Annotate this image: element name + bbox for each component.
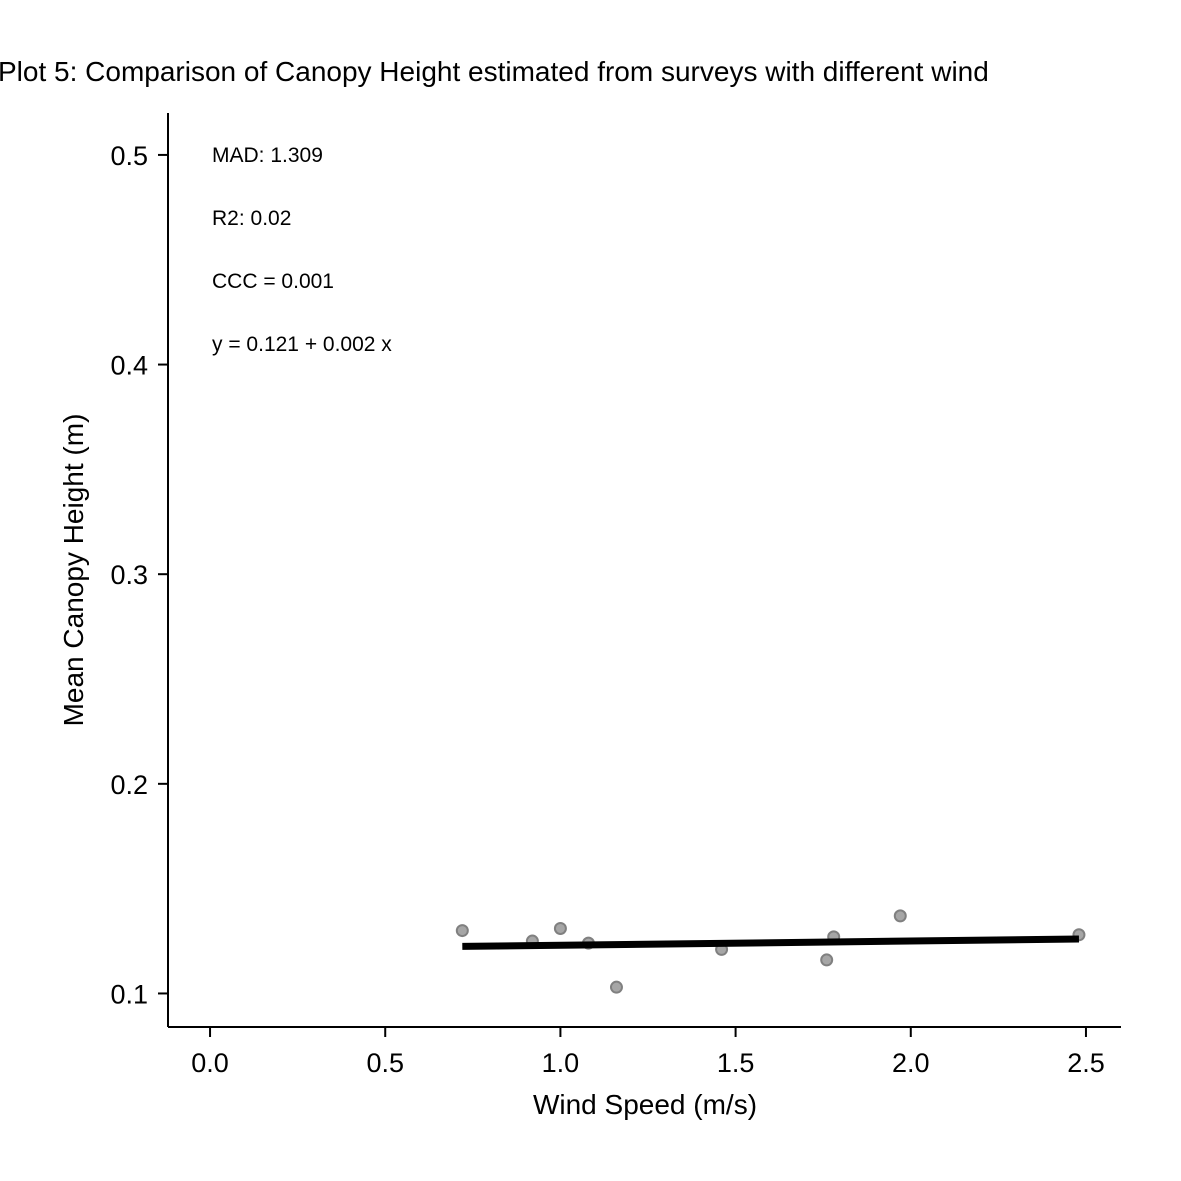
x-tick-label: 0.0 [191,1048,229,1078]
x-tick-label: 1.5 [717,1048,755,1078]
x-axis-title: Wind Speed (m/s) [533,1089,757,1120]
y-tick-label: 0.5 [110,141,148,171]
data-point [609,980,623,994]
data-point [820,953,834,967]
data-point [553,921,567,935]
x-ticks: 0.0 0.5 1.0 1.5 2.0 2.5 [191,1027,1105,1078]
y-tick-label: 0.4 [110,351,148,381]
y-axis-title: Mean Canopy Height (m) [58,414,89,727]
data-point [455,924,469,938]
y-tick-label: 0.2 [110,770,148,800]
stats-annotations: MAD: 1.309 R2: 0.02 CCC = 0.001 y = 0.12… [212,144,392,356]
fit-line [462,935,1079,950]
equation-annotation: y = 0.121 + 0.002 x [212,333,392,356]
x-tick-label: 1.0 [542,1048,580,1078]
r2-annotation: R2: 0.02 [212,207,291,230]
data-point [893,909,907,923]
mad-annotation: MAD: 1.309 [212,144,323,167]
regression-fit [462,935,1079,950]
chart-title: Plot 5: Comparison of Canopy Height esti… [0,56,989,87]
y-tick-label: 0.3 [110,560,148,590]
x-tick-label: 2.5 [1067,1048,1105,1078]
y-tick-label: 0.1 [110,979,148,1009]
ccc-annotation: CCC = 0.001 [212,270,334,293]
x-tick-label: 2.0 [892,1048,930,1078]
y-ticks: 0.1 0.2 0.3 0.4 0.5 [110,141,168,1009]
x-tick-label: 0.5 [366,1048,404,1078]
y-axis: 0.1 0.2 0.3 0.4 0.5 [110,113,169,1027]
x-axis: 0.0 0.5 1.0 1.5 2.0 2.5 [168,1026,1121,1078]
